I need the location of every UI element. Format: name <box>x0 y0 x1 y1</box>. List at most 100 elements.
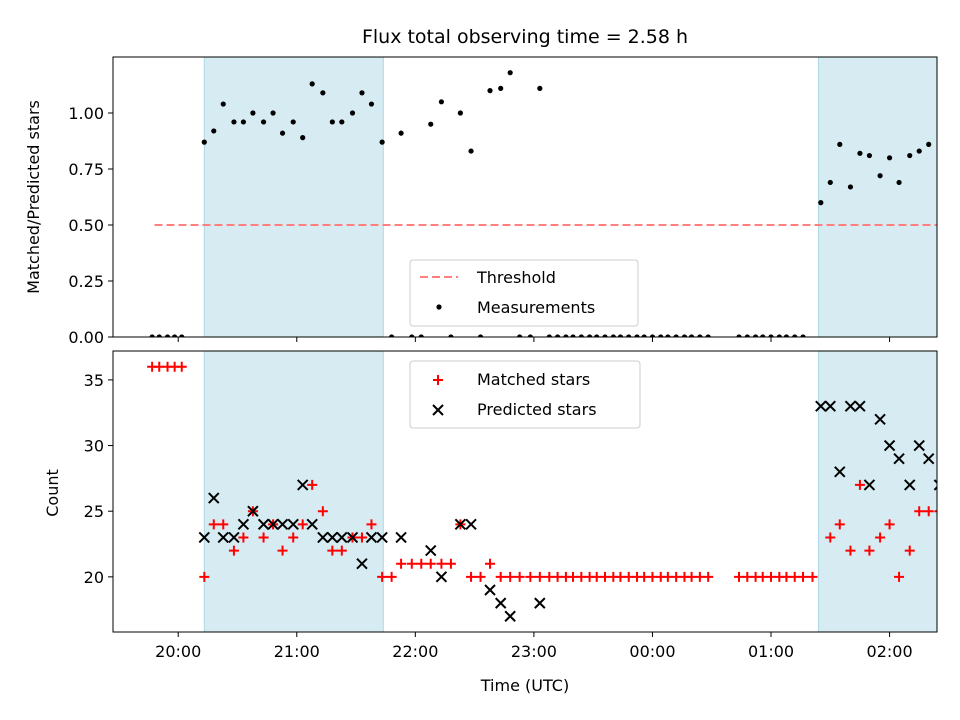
measurement-point <box>886 155 893 161</box>
matched-star-marker <box>176 361 187 372</box>
measurement-point <box>359 90 365 96</box>
measurement-point <box>487 88 493 94</box>
measurement-point <box>634 334 640 337</box>
predicted-star-marker <box>346 531 359 544</box>
matched-star-marker <box>875 532 886 543</box>
x-tick-label: 21:00 <box>274 642 320 661</box>
shaded-interval <box>817 57 937 337</box>
measurement-point <box>517 334 523 337</box>
measurement-point <box>697 334 703 337</box>
legend-label: Measurements <box>477 298 595 317</box>
measurement-point <box>688 334 695 337</box>
predicted-star-marker <box>922 452 935 465</box>
measurement-point <box>753 334 759 337</box>
measurement-point <box>172 334 178 337</box>
matched-star-marker <box>386 571 397 582</box>
x-tick-label: 02:00 <box>867 642 913 661</box>
matched-star-marker <box>934 510 937 513</box>
measurement-point <box>468 148 474 154</box>
measurement-point <box>448 334 454 337</box>
measurement-point <box>936 127 937 130</box>
measurement-point <box>594 334 600 337</box>
legend-measurement-swatch <box>436 304 442 310</box>
predicted-star-marker <box>257 518 270 531</box>
legend-matched-swatch <box>433 375 443 385</box>
predicted-star-marker <box>944 427 954 437</box>
measurement-point <box>847 184 854 190</box>
predicted-star-marker <box>365 531 378 544</box>
matched-star-marker <box>445 558 456 569</box>
predicted-star-marker <box>863 479 876 491</box>
measurement-point <box>926 141 932 147</box>
measurement-point <box>546 334 552 337</box>
measurement-point <box>602 334 608 337</box>
matched-star-marker <box>845 545 856 556</box>
predicted-star-marker <box>198 531 210 544</box>
measurement-point <box>320 90 326 96</box>
measurement-point <box>149 334 155 337</box>
measurement-point <box>563 334 569 337</box>
measurement-point <box>537 85 543 91</box>
measurement-point <box>339 119 345 125</box>
matched-star-marker <box>834 519 845 530</box>
x-axis-label: Time (UTC) <box>480 676 569 695</box>
predicted-star-marker <box>933 479 937 491</box>
y-tick-label: 0.25 <box>68 272 104 291</box>
measurement-point <box>418 334 424 337</box>
matched-star-marker <box>317 506 328 517</box>
measurement-point <box>783 334 790 337</box>
matched-star-marker <box>277 545 288 556</box>
measurement-point <box>270 110 276 116</box>
matched-star-marker <box>798 571 809 582</box>
y-tick-label: 1.00 <box>68 104 104 123</box>
matched-star-marker <box>238 532 249 543</box>
predicted-star-marker <box>306 518 318 531</box>
axes-frame <box>112 350 938 633</box>
predicted-star-marker <box>484 584 496 596</box>
shaded-interval <box>817 351 937 632</box>
measurement-point <box>220 101 226 107</box>
matched-star-marker <box>288 532 299 543</box>
measurement-point <box>649 334 656 337</box>
matched-star-marker <box>864 545 875 556</box>
predicted-star-marker <box>435 571 448 583</box>
predicted-star-marker <box>824 400 837 412</box>
measurement-point <box>555 334 561 337</box>
legend-label: Matched stars <box>477 370 590 389</box>
measurement-point <box>736 334 742 337</box>
predicted-star-marker <box>893 452 905 465</box>
y-tick-label: 25 <box>84 502 104 521</box>
measurement-point <box>705 334 711 337</box>
matched-star-marker <box>534 571 545 582</box>
matched-star-marker <box>425 558 436 569</box>
top-y-axis-label: Matched/Predicted stars <box>24 100 43 294</box>
predicted-star-marker <box>913 439 925 452</box>
predicted-star-marker <box>854 400 866 412</box>
predicted-star-marker <box>276 518 289 531</box>
predicted-star-marker <box>504 610 516 622</box>
axes-frame <box>112 56 938 338</box>
measurement-point <box>617 334 624 337</box>
y-tick-label: 0.00 <box>68 328 104 347</box>
matched-star-marker <box>466 571 477 582</box>
matched-star-marker <box>436 558 447 569</box>
measurement-point <box>673 334 679 337</box>
predicted-star-marker <box>454 518 467 531</box>
measurement-point <box>438 99 445 105</box>
matched-star-marker <box>505 571 516 582</box>
matched-star-marker <box>218 519 229 530</box>
predicted-star-marker <box>208 492 220 504</box>
measurement-point <box>179 334 185 337</box>
measurement-point <box>658 334 664 337</box>
predicted-star-marker <box>326 531 339 544</box>
measurement-point <box>279 130 286 136</box>
y-tick-label: 20 <box>84 568 104 587</box>
predicted-star-marker <box>425 544 437 557</box>
measurement-point <box>211 128 217 134</box>
predicted-star-marker <box>287 518 299 531</box>
measurement-point <box>857 150 863 156</box>
predicted-star-marker <box>228 531 240 544</box>
matched-star-marker <box>475 571 486 582</box>
measurement-point <box>626 334 632 337</box>
